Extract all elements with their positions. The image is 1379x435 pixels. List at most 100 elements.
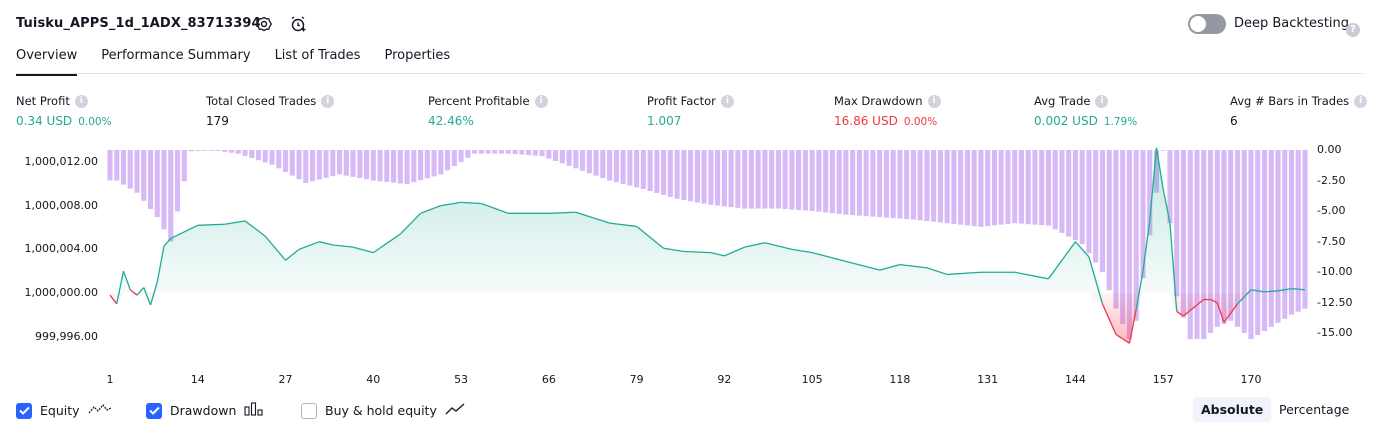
absolute-scale-button[interactable]: Absolute bbox=[1193, 397, 1272, 422]
metric-label: Profit Factor bbox=[647, 94, 716, 108]
drawdown-bar bbox=[924, 150, 930, 222]
metric-avg-trade: Avg Trade i 0.002 USD 1.79% bbox=[1034, 94, 1137, 128]
drawdown-bar bbox=[1234, 150, 1241, 327]
drawdown-bar bbox=[600, 150, 606, 179]
info-icon[interactable]: i bbox=[927, 94, 941, 108]
drawdown-bar bbox=[890, 150, 896, 219]
drawdown-bar bbox=[1072, 150, 1079, 241]
equity-line-segment bbox=[420, 205, 442, 214]
equity-line-segment bbox=[136, 287, 145, 296]
drawdown-bar bbox=[762, 150, 768, 209]
drawdown-bar bbox=[431, 150, 437, 177]
buy-hold-checkbox[interactable] bbox=[301, 402, 317, 419]
help-icon[interactable]: ? bbox=[1346, 17, 1360, 37]
drawdown-bar bbox=[775, 150, 781, 209]
drawdown-bar bbox=[1025, 150, 1031, 225]
drawdown-bar bbox=[154, 150, 160, 218]
equity-line-segment bbox=[879, 263, 901, 271]
drawdown-bar bbox=[505, 150, 511, 154]
drawdown-bar bbox=[282, 150, 289, 172]
equity-line-segment bbox=[744, 242, 766, 248]
drawdown-bar bbox=[499, 150, 505, 154]
equity-line-segment bbox=[163, 237, 172, 247]
metric-value: 6 bbox=[1230, 114, 1238, 128]
equity-line-segment bbox=[399, 212, 422, 235]
tab-properties[interactable]: Properties bbox=[384, 48, 451, 63]
drawdown-bar bbox=[1133, 150, 1139, 321]
legend-equity[interactable]: Equity bbox=[16, 402, 112, 419]
drawdown-bar bbox=[667, 150, 673, 197]
drawdown-bar bbox=[309, 150, 316, 182]
drawdown-bar bbox=[1059, 150, 1065, 233]
legend-buy-hold[interactable]: Buy & hold equity bbox=[301, 402, 469, 419]
equity-checkbox[interactable] bbox=[16, 402, 32, 419]
drawdown-bar bbox=[532, 150, 538, 156]
x-axis-tick: 53 bbox=[454, 373, 469, 386]
drawdown-bar bbox=[991, 150, 998, 226]
equity-line-segment bbox=[1088, 256, 1104, 305]
metric-percent: 1.79% bbox=[1103, 116, 1138, 128]
tab-list-of-trades[interactable]: List of Trades bbox=[274, 48, 361, 63]
drawdown-bar bbox=[201, 150, 208, 151]
equity-line-segment bbox=[1101, 303, 1117, 335]
drawdown-bar bbox=[404, 150, 410, 185]
info-icon[interactable]: i bbox=[534, 94, 548, 108]
drawdown-bar bbox=[681, 150, 687, 201]
legend-buy-hold-label: Buy & hold equity bbox=[325, 403, 437, 418]
drawdown-bar bbox=[147, 150, 154, 209]
tab-bar: Overview Performance Summary List of Tra… bbox=[16, 48, 450, 76]
equity-line-segment bbox=[1047, 241, 1076, 280]
equity-line-segment bbox=[791, 248, 813, 254]
metric-label: Percent Profitable bbox=[428, 94, 530, 108]
drawdown-bar bbox=[715, 150, 721, 206]
drawdown-bar bbox=[1012, 150, 1018, 224]
drawdown-bar bbox=[816, 150, 822, 212]
equity-line-segment bbox=[1014, 271, 1049, 280]
drawdown-bar bbox=[586, 150, 592, 174]
alarm-clock-add-icon[interactable] bbox=[288, 14, 308, 34]
tab-performance-summary[interactable]: Performance Summary bbox=[101, 48, 251, 63]
equity-drawdown-chart[interactable] bbox=[0, 140, 1379, 365]
drawdown-bar bbox=[1248, 150, 1254, 340]
drawdown-bar bbox=[951, 150, 957, 224]
equity-line-segment bbox=[481, 202, 509, 214]
deep-backtesting-toggle[interactable] bbox=[1188, 14, 1226, 34]
x-axis-tick: 1 bbox=[106, 373, 114, 386]
info-icon[interactable]: i bbox=[1354, 94, 1368, 108]
drawdown-bar bbox=[134, 150, 140, 193]
drawdown-bar bbox=[742, 150, 748, 209]
equity-line-segment bbox=[372, 233, 401, 254]
drawdown-bar bbox=[688, 150, 694, 202]
drawdown-bar bbox=[1194, 150, 1200, 340]
equity-line-segment bbox=[122, 270, 131, 290]
drawdown-checkbox[interactable] bbox=[146, 402, 162, 419]
info-icon[interactable]: i bbox=[321, 94, 335, 108]
metric-value: 0.34 USD bbox=[16, 114, 73, 128]
info-icon[interactable]: i bbox=[1095, 94, 1109, 108]
drawdown-bar bbox=[708, 150, 714, 205]
x-axis-tick: 92 bbox=[717, 373, 732, 386]
drawdown-bar bbox=[357, 150, 363, 179]
drawdown-bar bbox=[181, 150, 187, 182]
equity-line-segment bbox=[1155, 147, 1164, 190]
equity-line-segment bbox=[264, 235, 287, 261]
drawdown-bar bbox=[485, 150, 491, 154]
percentage-scale-button[interactable]: Percentage bbox=[1279, 402, 1350, 417]
drawdown-bar bbox=[215, 150, 221, 151]
drawdown-bar bbox=[174, 150, 181, 212]
drawdown-bar bbox=[823, 150, 829, 213]
equity-line-segment bbox=[710, 251, 725, 257]
equity-line-segment bbox=[319, 241, 333, 246]
drawdown-bar bbox=[748, 150, 754, 209]
settings-gear-icon[interactable] bbox=[254, 14, 274, 34]
legend-drawdown[interactable]: Drawdown bbox=[146, 402, 264, 419]
info-icon[interactable]: i bbox=[720, 94, 734, 108]
right-axis-tick: -10.00 bbox=[1317, 265, 1353, 278]
drawdown-bar bbox=[1066, 150, 1072, 237]
drawdown-bar bbox=[985, 150, 991, 227]
equity-line-segment bbox=[170, 224, 199, 240]
right-axis-tick: -5.00 bbox=[1317, 204, 1346, 217]
tab-overview[interactable]: Overview bbox=[16, 48, 78, 76]
drawdown-bar bbox=[553, 150, 559, 161]
info-icon[interactable]: i bbox=[74, 94, 88, 108]
